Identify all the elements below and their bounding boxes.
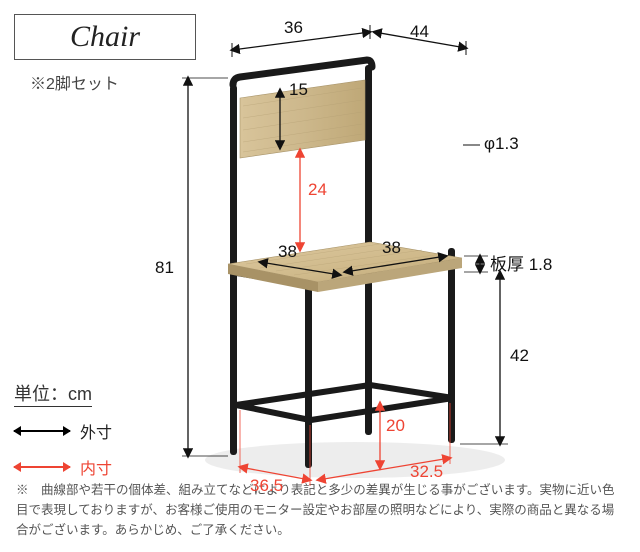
- legend-inner-row: 内寸: [14, 455, 112, 479]
- legend-inner-arrow: [14, 466, 70, 468]
- dim-side-depth: 44: [410, 22, 429, 42]
- legend: 単位：cm 外寸 内寸: [14, 380, 112, 479]
- legend-outer-arrow: [14, 430, 70, 432]
- dim-gap: 24: [308, 180, 327, 200]
- chair-diagram: 36 44 15 24 38 38 81 φ1.3 板厚 1.8 42 36.5…: [170, 20, 600, 490]
- dim-back-panel-h: 15: [289, 80, 308, 100]
- page: Chair ※2脚セット 単位：cm 外寸 内寸 ※ 曲線部や若干の個体差、組み…: [0, 0, 640, 552]
- dim-tube: φ1.3: [484, 134, 519, 154]
- dim-crossbar-h: 20: [386, 416, 405, 436]
- legend-inner-label: 内寸: [80, 455, 112, 479]
- legend-unit: 単位：cm: [14, 380, 92, 407]
- legend-outer-row: 外寸: [14, 419, 112, 443]
- set-note: ※2脚セット: [30, 70, 119, 94]
- dim-leg-d: 32.5: [410, 462, 443, 482]
- dim-seat-w: 38: [278, 242, 297, 262]
- dim-back-width: 36: [284, 18, 303, 38]
- title-text: Chair: [70, 20, 140, 54]
- dim-floor-seat: 42: [510, 346, 529, 366]
- dim-leg-w: 36.5: [250, 476, 283, 496]
- title-box: Chair: [14, 14, 196, 60]
- legend-outer-label: 外寸: [80, 419, 112, 443]
- dim-seat-d: 38: [382, 238, 401, 258]
- dim-total-h: 81: [155, 258, 174, 278]
- dim-thickness: 板厚 1.8: [490, 250, 552, 275]
